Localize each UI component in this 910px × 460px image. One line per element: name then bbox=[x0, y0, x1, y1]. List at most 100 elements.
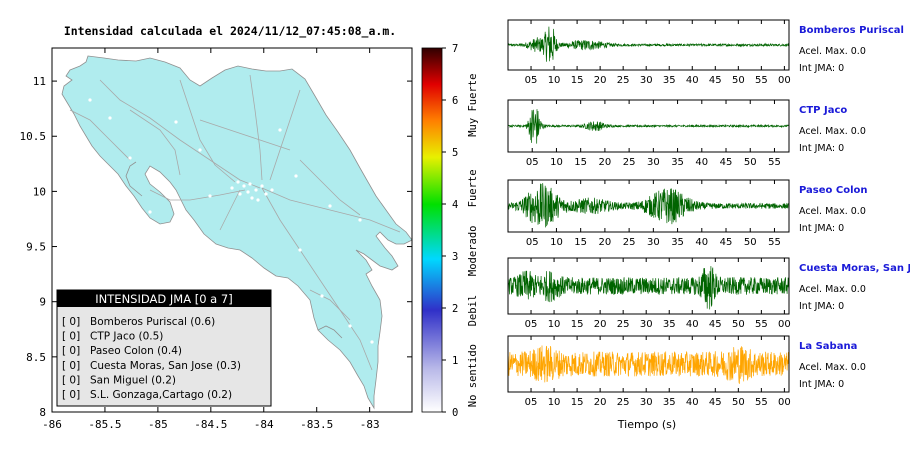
waveform-x-tick-label: 00 bbox=[778, 319, 791, 330]
colorbar-tick-label: 7 bbox=[452, 43, 458, 55]
waveform-x-tick-label: 10 bbox=[548, 75, 561, 86]
station-accel-max: Acel. Max. 0.0 bbox=[799, 206, 866, 217]
map-x-tick-label: -83 bbox=[360, 418, 380, 431]
waveform-x-tick-label: 30 bbox=[647, 157, 660, 168]
waveform-x-tick-label: 10 bbox=[550, 157, 563, 168]
colorbar-category-label: Debil bbox=[467, 295, 479, 327]
waveform-x-tick-label: 35 bbox=[663, 397, 676, 408]
station-name: CTP Jaco bbox=[799, 105, 847, 116]
legend-item-value: [ 0] bbox=[62, 374, 80, 386]
waveform-x-tick-label: 05 bbox=[526, 237, 539, 248]
station-name: La Sabana bbox=[799, 341, 857, 352]
map-x-tick-label: -84.5 bbox=[194, 418, 227, 431]
colorbar-tick-label: 4 bbox=[452, 199, 458, 211]
station-accel-max: Acel. Max. 0.0 bbox=[799, 362, 866, 373]
waveform-x-tick-label: 00 bbox=[778, 75, 791, 86]
waveform-x-tick-label: 50 bbox=[732, 397, 745, 408]
colorbar-category-label: Muy Fuerte bbox=[467, 74, 479, 137]
waveform-trace bbox=[507, 109, 790, 144]
waveform-x-tick-label: 05 bbox=[525, 75, 538, 86]
waveform-x-tick-label: 25 bbox=[623, 237, 636, 248]
colorbar-tick-label: 6 bbox=[452, 95, 458, 107]
waveform-x-tick-label: 40 bbox=[695, 237, 708, 248]
colorbar-categories: No sentido Debil Moderado Fuerte Muy Fuerte bbox=[467, 74, 479, 408]
waveform-x-tick-label: 25 bbox=[617, 397, 630, 408]
station-int-jma: Int JMA: 0 bbox=[799, 379, 844, 390]
station-int-jma: Int JMA: 0 bbox=[799, 301, 844, 312]
legend-title: INTENSIDAD JMA [0 a 7] bbox=[95, 292, 232, 306]
map-y-tick-label: 8 bbox=[39, 406, 46, 419]
legend-item-label: San Miguel (0.2) bbox=[90, 374, 176, 386]
map-x-tick-label: -85 bbox=[148, 418, 168, 431]
intensity-legend: INTENSIDAD JMA [0 a 7] [ 0] Bomberos Puri… bbox=[56, 289, 272, 407]
legend-item-value: [ 0] bbox=[62, 360, 80, 372]
colorbar-category-label: No sentido bbox=[467, 344, 479, 407]
waveform-x-tick-label: 50 bbox=[732, 319, 745, 330]
map-y-tick-label: 10 bbox=[33, 185, 46, 198]
waveform-panel: 05 10 15 20 25 30 35 40 45 50 55 00 Bomberos Purisca… bbox=[507, 19, 904, 86]
waveform-trace bbox=[507, 345, 790, 384]
legend-item-label: CTP Jaco (0.5) bbox=[90, 331, 163, 343]
waveform-x-tick-label: 55 bbox=[768, 237, 781, 248]
waveform-x-tick-label: 30 bbox=[640, 397, 653, 408]
waveform-x-tick-label: 05 bbox=[525, 397, 538, 408]
waveform-x-tick-label: 55 bbox=[768, 157, 781, 168]
waveform-x-tick-label: 20 bbox=[594, 319, 607, 330]
waveform-x-tick-label: 15 bbox=[571, 397, 584, 408]
intensity-colorbar bbox=[421, 47, 443, 413]
map-x-axis: -86 -85.5 -85 -84.5 -84 -83.5 -83 bbox=[42, 48, 380, 431]
waveform-x-tick-label: 35 bbox=[663, 319, 676, 330]
waveform-x-tick-label: 30 bbox=[647, 237, 660, 248]
waveform-x-tick-label: 40 bbox=[686, 397, 699, 408]
map-x-tick-label: -85.5 bbox=[88, 418, 121, 431]
legend-item-label: S.L. Gonzaga,Cartago (0.2) bbox=[90, 389, 232, 401]
station-accel-max: Acel. Max. 0.0 bbox=[799, 46, 866, 57]
roads bbox=[69, 74, 401, 371]
waveform-x-tick-label: 45 bbox=[709, 319, 722, 330]
map-y-tick-label: 11 bbox=[33, 75, 46, 88]
waveform-x-tick-label: 05 bbox=[525, 319, 538, 330]
legend-item-label: Bomberos Puriscal (0.6) bbox=[90, 316, 215, 328]
colorbar-category-label: Fuerte bbox=[467, 169, 479, 207]
map-y-axis: 11 10.5 10 9.5 9 8.5 8 bbox=[20, 75, 412, 419]
station-name: Cuesta Moras, San Jose bbox=[799, 263, 910, 274]
waveform-x-tick-label: 10 bbox=[548, 319, 561, 330]
station-name: Bomberos Puriscal bbox=[799, 25, 904, 36]
waveform-x-tick-label: 45 bbox=[720, 157, 733, 168]
waveform-x-tick-label: 45 bbox=[709, 75, 722, 86]
colorbar-tick-label: 3 bbox=[452, 251, 458, 263]
map-y-tick-label: 8.5 bbox=[26, 351, 46, 364]
waveform-x-tick-label: 00 bbox=[778, 397, 791, 408]
waveform-x-label: Tiempo (s) bbox=[617, 418, 676, 431]
station-accel-max: Acel. Max. 0.0 bbox=[799, 284, 866, 295]
waveform-x-tick-label: 25 bbox=[617, 75, 630, 86]
waveform-x-tick-label: 15 bbox=[574, 157, 587, 168]
colorbar-tick-label: 2 bbox=[452, 303, 458, 315]
waveform-trace bbox=[507, 26, 790, 62]
waveform-x-tick-label: 50 bbox=[744, 157, 757, 168]
station-int-jma: Int JMA: 0 bbox=[799, 223, 844, 234]
waveform-x-tick-label: 25 bbox=[623, 157, 636, 168]
station-markers bbox=[88, 98, 374, 344]
map-title: Intensidad calculada el 2024/11/12_07:45… bbox=[64, 24, 396, 39]
legend-item-value: [ 0] bbox=[62, 316, 80, 328]
colorbar-ticks: 0 1 2 3 4 5 6 7 bbox=[442, 43, 458, 419]
station-int-jma: Int JMA: 0 bbox=[799, 143, 844, 154]
waveform-x-tick-label: 40 bbox=[686, 75, 699, 86]
waveform-x-tick-label: 20 bbox=[594, 397, 607, 408]
waveform-x-tick-label: 15 bbox=[574, 237, 587, 248]
waveform-x-tick-label: 20 bbox=[599, 157, 612, 168]
waveform-x-tick-label: 40 bbox=[686, 319, 699, 330]
legend-item-label: Cuesta Moras, San Jose (0.3) bbox=[90, 360, 241, 372]
waveform-panel: 05 10 15 20 25 30 35 40 45 50 55 CTP Jaco Acel. Max.… bbox=[507, 99, 866, 168]
waveform-x-tick-label: 35 bbox=[663, 75, 676, 86]
waveform-x-tick-label: 50 bbox=[744, 237, 757, 248]
colorbar-category-label: Moderado bbox=[467, 226, 479, 277]
waveform-trace bbox=[507, 183, 790, 228]
waveform-x-tick-label: 55 bbox=[755, 319, 768, 330]
legend-item-label: Paseo Colon (0.4) bbox=[90, 345, 182, 357]
waveform-x-tick-label: 20 bbox=[599, 237, 612, 248]
waveform-x-tick-label: 15 bbox=[571, 319, 584, 330]
colorbar-tick-label: 5 bbox=[452, 147, 458, 159]
waveform-x-tick-label: 05 bbox=[526, 157, 539, 168]
